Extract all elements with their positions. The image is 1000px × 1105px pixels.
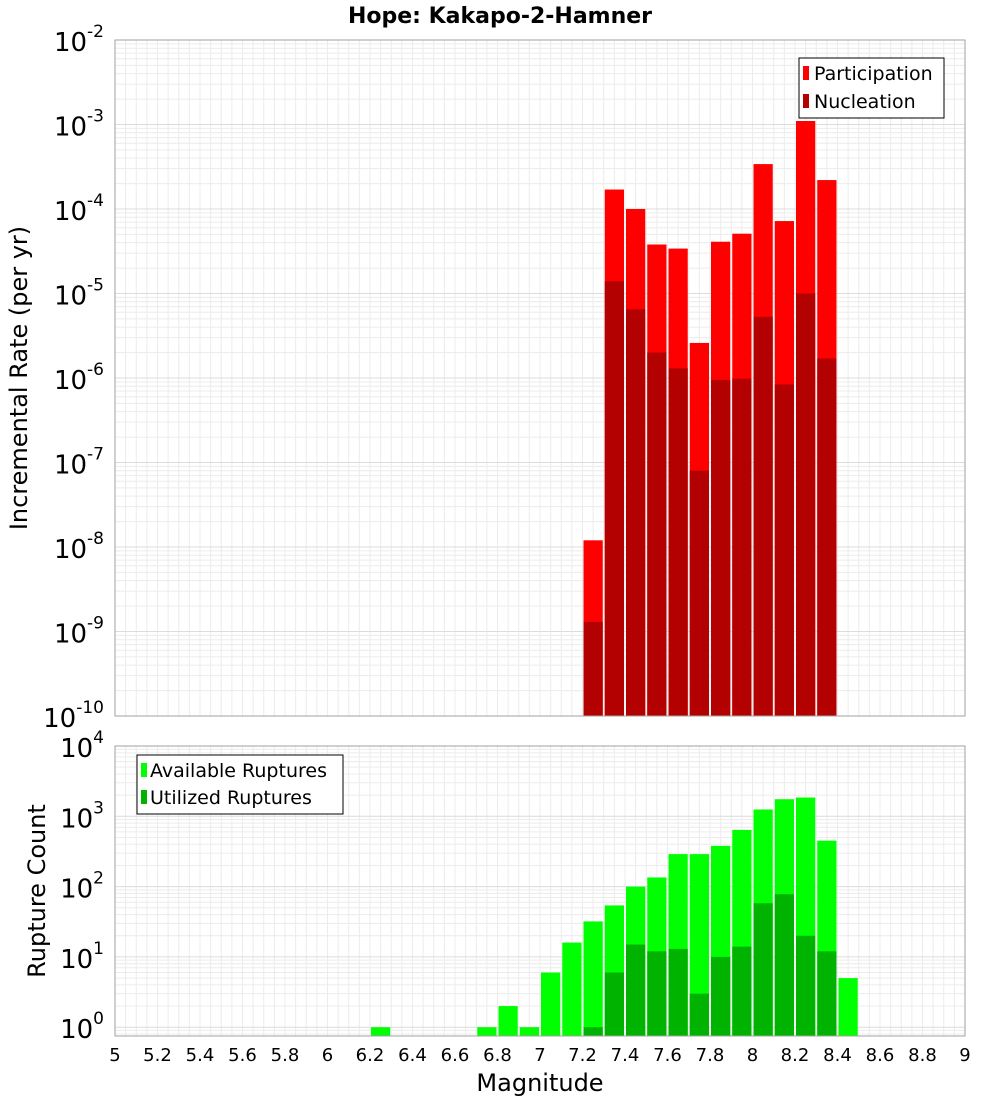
bot-bar-utilized-ruptures bbox=[817, 951, 837, 1036]
x-tick-label: 6.4 bbox=[398, 1045, 427, 1066]
x-axis-label: Magnitude bbox=[476, 1069, 603, 1097]
top-bar-nucleation bbox=[796, 293, 816, 716]
legend-swatch-available bbox=[141, 763, 147, 777]
x-tick-label: 5 bbox=[109, 1045, 120, 1066]
legend-swatch-participation bbox=[803, 66, 809, 80]
top-bar-nucleation bbox=[774, 384, 794, 716]
top-y-tick-label: 10-10 bbox=[43, 698, 104, 734]
bot-bar-utilized-ruptures bbox=[753, 903, 773, 1036]
top-y-tick-labels: 10-10 10-9 10-8 10-7 10-6 10-5 10-4 10-3 10-2 bbox=[43, 22, 104, 734]
bottom-legend: Available Ruptures Utilized Ruptures bbox=[136, 754, 344, 815]
bot-bar-utilized-ruptures bbox=[604, 972, 624, 1036]
bot-bar-available-ruptures bbox=[498, 1006, 518, 1036]
top-bar-nucleation bbox=[753, 316, 773, 716]
top-y-tick-label: 10-3 bbox=[54, 107, 104, 143]
bot-y-tick-label: 103 bbox=[60, 798, 104, 834]
legend-swatch-utilized bbox=[141, 790, 147, 804]
bot-bar-utilized-ruptures bbox=[647, 951, 667, 1036]
x-tick-label: 8.6 bbox=[866, 1045, 895, 1066]
bot-bar-available-ruptures bbox=[562, 942, 582, 1036]
top-y-axis-label: Incremental Rate (per yr) bbox=[5, 226, 33, 530]
x-tick-label: 5.8 bbox=[271, 1045, 300, 1066]
x-tick-label: 7 bbox=[534, 1045, 545, 1066]
bot-bar-utilized-ruptures bbox=[583, 1027, 603, 1036]
x-tick-label: 6 bbox=[322, 1045, 333, 1066]
bot-y-tick-label: 100 bbox=[60, 1009, 104, 1045]
bot-bar-available-ruptures bbox=[541, 972, 561, 1036]
x-tick-label: 8.2 bbox=[781, 1045, 810, 1066]
bottom-plot-panel: 100 101 102 103 104 5 5.2 5.4 5.6 5.8 6 6.2 6.4 6.6 6… bbox=[23, 728, 971, 1097]
bottom-plot-border bbox=[114, 745, 966, 1037]
bot-bar-utilized-ruptures bbox=[711, 956, 731, 1036]
legend-label-nucleation: Nucleation bbox=[814, 91, 916, 113]
bot-bar-utilized-ruptures bbox=[774, 894, 794, 1036]
legend-label-utilized: Utilized Ruptures bbox=[150, 787, 312, 809]
top-bar-nucleation bbox=[711, 379, 731, 716]
chart-title: Hope: Kakapo-2-Hamner bbox=[348, 4, 652, 29]
top-bar-nucleation bbox=[647, 352, 667, 716]
top-plot-border bbox=[114, 39, 966, 717]
bottom-y-axis-label: Rupture Count bbox=[23, 804, 51, 978]
bot-bar-utilized-ruptures bbox=[689, 993, 709, 1036]
bot-bar-available-ruptures bbox=[371, 1027, 391, 1036]
top-bar-nucleation bbox=[689, 470, 709, 716]
top-legend: Participation Nucleation bbox=[798, 57, 945, 119]
top-y-tick-label: 10-5 bbox=[54, 276, 104, 312]
x-tick-label: 7.6 bbox=[653, 1045, 682, 1066]
bot-y-tick-label: 101 bbox=[60, 939, 104, 975]
top-bar-nucleation bbox=[583, 621, 603, 716]
bottom-legend-box bbox=[136, 754, 344, 815]
bot-bar-available-ruptures bbox=[477, 1027, 497, 1036]
top-y-tick-label: 10-7 bbox=[54, 445, 104, 481]
bot-bar-utilized-ruptures bbox=[796, 935, 816, 1036]
bot-bar-utilized-ruptures bbox=[668, 948, 688, 1036]
legend-swatch-nucleation bbox=[803, 94, 809, 108]
top-legend-box bbox=[798, 57, 945, 119]
x-tick-label: 7.2 bbox=[568, 1045, 597, 1066]
legend-label-participation: Participation bbox=[814, 63, 933, 85]
top-plot-panel: 10-10 10-9 10-8 10-7 10-6 10-5 10-4 10-3 10-2 In… bbox=[5, 22, 966, 734]
x-tick-label: 7.8 bbox=[696, 1045, 725, 1066]
top-y-tick-label: 10-8 bbox=[54, 529, 104, 565]
x-tick-label: 8.8 bbox=[908, 1045, 937, 1066]
x-tick-label: 5.2 bbox=[143, 1045, 172, 1066]
top-y-tick-label: 10-9 bbox=[54, 614, 104, 650]
top-bar-nucleation bbox=[626, 309, 646, 716]
x-tick-label: 7.4 bbox=[611, 1045, 640, 1066]
bot-bar-utilized-ruptures bbox=[626, 944, 646, 1036]
bot-bar-available-ruptures bbox=[689, 854, 709, 1036]
x-tick-label: 8.4 bbox=[823, 1045, 852, 1066]
x-tick-label: 5.6 bbox=[228, 1045, 257, 1066]
bot-bar-available-ruptures bbox=[583, 921, 603, 1036]
bot-y-tick-label: 104 bbox=[60, 728, 104, 764]
top-bars bbox=[583, 121, 837, 716]
x-tick-label: 6.8 bbox=[483, 1045, 512, 1066]
bot-bar-available-ruptures bbox=[838, 978, 858, 1036]
top-gridlines bbox=[114, 40, 966, 717]
x-tick-label: 9 bbox=[959, 1045, 970, 1066]
top-y-tick-label: 10-4 bbox=[54, 191, 104, 227]
top-bar-nucleation bbox=[732, 378, 752, 716]
bot-bar-available-ruptures bbox=[519, 1027, 539, 1036]
x-tick-label: 6.6 bbox=[441, 1045, 470, 1066]
top-y-tick-label: 10-2 bbox=[54, 22, 104, 58]
bot-bar-utilized-ruptures bbox=[732, 946, 752, 1036]
top-bar-nucleation bbox=[817, 358, 837, 716]
x-tick-label: 6.2 bbox=[356, 1045, 385, 1066]
bot-y-tick-label: 102 bbox=[60, 869, 104, 905]
bottom-bars bbox=[371, 797, 858, 1036]
top-bar-nucleation bbox=[668, 368, 688, 716]
x-tick-label: 5.4 bbox=[186, 1045, 215, 1066]
x-tick-label: 8 bbox=[747, 1045, 758, 1066]
top-y-tick-label: 10-6 bbox=[54, 360, 104, 396]
top-bar-nucleation bbox=[604, 281, 624, 716]
legend-label-available: Available Ruptures bbox=[150, 760, 327, 782]
x-tick-labels: 5 5.2 5.4 5.6 5.8 6 6.2 6.4 6.6 6.8 7 7.2 7.4 7.6 7.8 8… bbox=[109, 1045, 970, 1066]
bottom-y-tick-labels: 100 101 102 103 104 bbox=[60, 728, 104, 1045]
